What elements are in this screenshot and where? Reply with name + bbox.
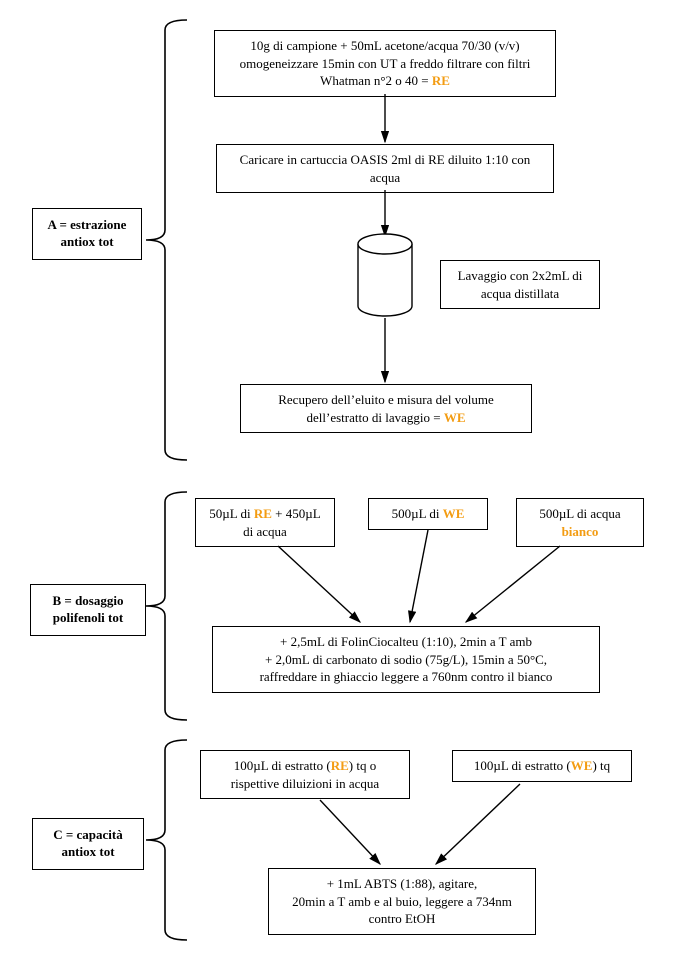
- c-mix-l1: + 1mL ABTS (1:88), agitare,: [327, 876, 478, 891]
- c-input-we: 100µL di estratto (WE) tq: [452, 750, 632, 782]
- section-c-label: C = capacità antiox tot: [32, 818, 144, 870]
- section-c-label-line2: antiox tot: [61, 844, 114, 859]
- section-a-label: A = estrazione antiox tot: [32, 208, 142, 260]
- c1-post: ) tq o: [349, 758, 376, 773]
- step-a-wash-l1: Lavaggio con 2x2mL di: [458, 268, 583, 283]
- b3-hl: bianco: [562, 524, 599, 539]
- b-mix: + 2,5mL di FolinCiocalteu (1:10), 2min a…: [212, 626, 600, 693]
- b-input-we: 500µL di WE: [368, 498, 488, 530]
- c1-hl: RE: [331, 758, 349, 773]
- c2-hl: WE: [571, 758, 593, 773]
- step-a1-l3-hl: RE: [432, 73, 450, 88]
- step-a-wash: Lavaggio con 2x2mL di acqua distillata: [440, 260, 600, 309]
- step-a2: Caricare in cartuccia OASIS 2ml di RE di…: [216, 144, 554, 193]
- b-input-re: 50µL di RE + 450µL di acqua: [195, 498, 335, 547]
- b-mix-l2: + 2,0mL di carbonato di sodio (75g/L), 1…: [265, 652, 547, 667]
- step-a-wash-l2: acqua distillata: [481, 286, 559, 301]
- step-a3-l1: Recupero dell’eluito e misura del volume: [278, 392, 494, 407]
- c-input-re: 100µL di estratto (RE) tq o rispettive d…: [200, 750, 410, 799]
- section-b-label-line2: polifenoli tot: [53, 610, 123, 625]
- b2-pre: 500µL di: [392, 506, 443, 521]
- step-a3: Recupero dell’eluito e misura del volume…: [240, 384, 532, 433]
- step-a1-l3a: Whatman n°2 o 40 =: [320, 73, 432, 88]
- c-mix-l3: contro EtOH: [369, 911, 436, 926]
- b1-pre: 50µL di: [209, 506, 254, 521]
- b-mix-l1: + 2,5mL di FolinCiocalteu (1:10), 2min a…: [280, 634, 532, 649]
- c-mix-l2: 20min a T amb e al buio, leggere a 734nm: [292, 894, 512, 909]
- c2-post: ) tq: [592, 758, 610, 773]
- step-a1-l1: 10g di campione + 50mL acetone/acqua 70/…: [250, 38, 519, 53]
- section-a-label-line2: antiox tot: [60, 234, 113, 249]
- step-a1: 10g di campione + 50mL acetone/acqua 70/…: [214, 30, 556, 97]
- section-b-label-line1: B = dosaggio: [53, 593, 124, 608]
- b3-l1: 500µL di acqua: [539, 506, 620, 521]
- b1-hl: RE: [254, 506, 272, 521]
- b1-post: + 450µL: [272, 506, 321, 521]
- step-a2-l2: acqua: [370, 170, 400, 185]
- step-a3-l2-hl: WE: [444, 410, 466, 425]
- b-input-blank: 500µL di acqua bianco: [516, 498, 644, 547]
- c1-l2: rispettive diluizioni in acqua: [231, 776, 379, 791]
- section-a-label-line1: A = estrazione: [48, 217, 127, 232]
- c2-pre: 100µL di estratto (: [474, 758, 571, 773]
- b-mix-l3: raffreddare in ghiaccio leggere a 760nm …: [260, 669, 553, 684]
- step-a1-l2: omogeneizzare 15min con UT a freddo filt…: [240, 56, 531, 71]
- c-mix: + 1mL ABTS (1:88), agitare, 20min a T am…: [268, 868, 536, 935]
- c1-pre: 100µL di estratto (: [234, 758, 331, 773]
- b2-hl: WE: [443, 506, 465, 521]
- section-c-label-line1: C = capacità: [53, 827, 123, 842]
- step-a3-l2a: dell’estratto di lavaggio =: [307, 410, 444, 425]
- section-b-label: B = dosaggio polifenoli tot: [30, 584, 146, 636]
- b1-l2: di acqua: [243, 524, 287, 539]
- step-a2-l1: Caricare in cartuccia OASIS 2ml di RE di…: [240, 152, 531, 167]
